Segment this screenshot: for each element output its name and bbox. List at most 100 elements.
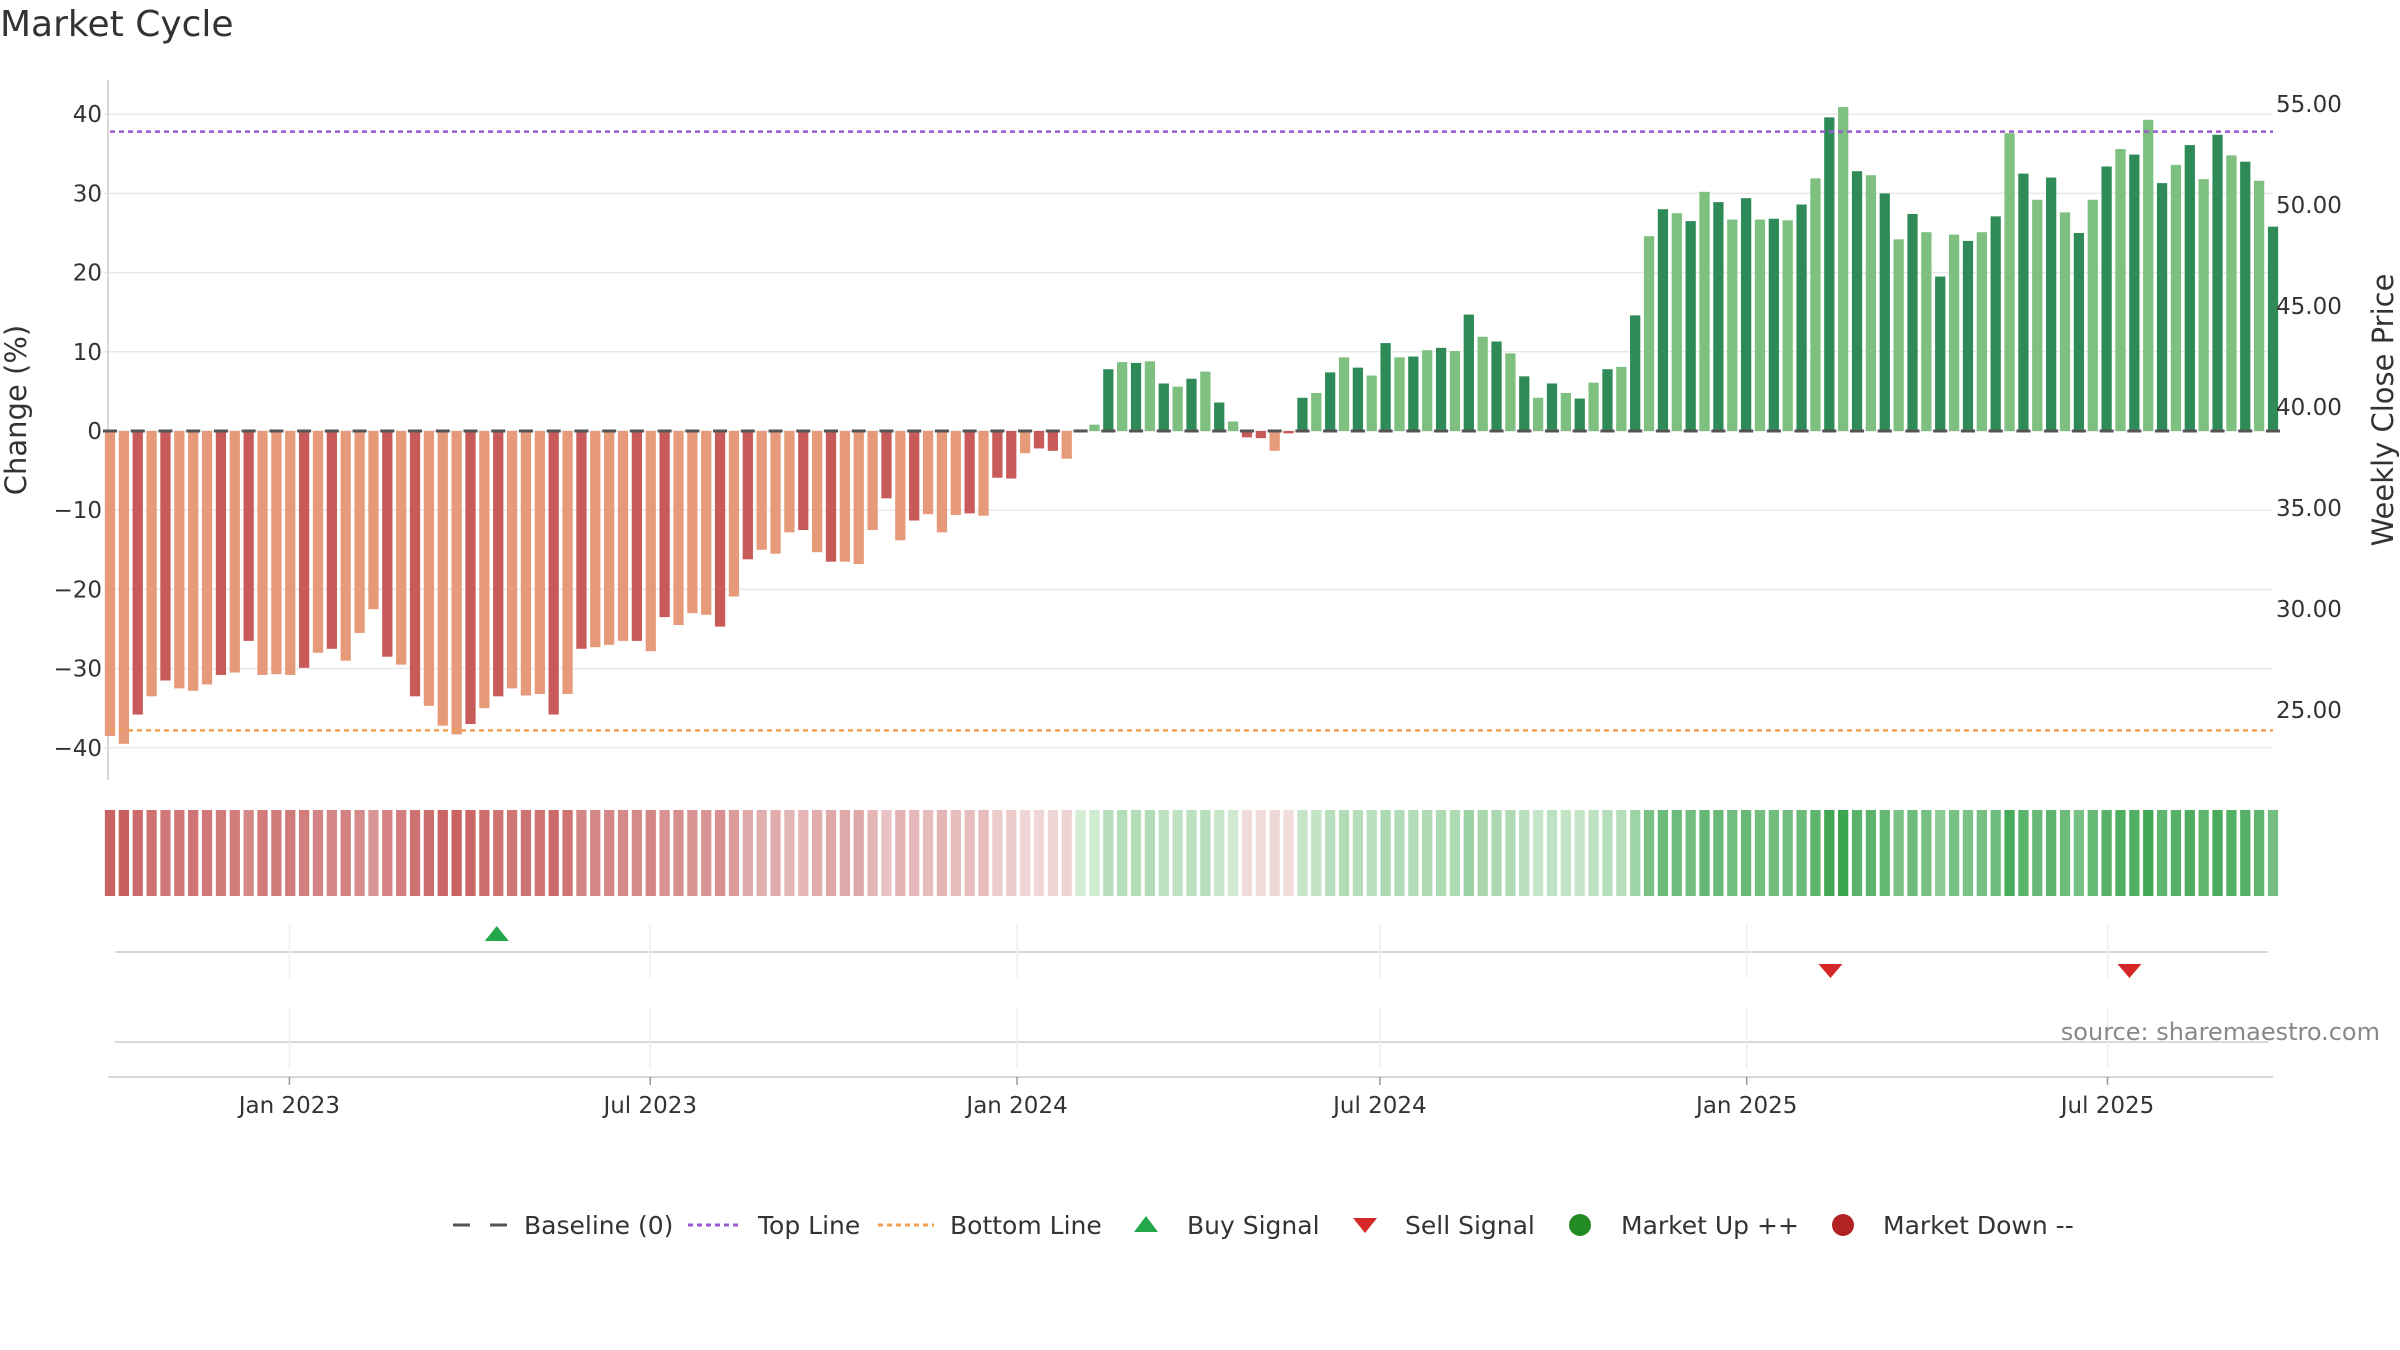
change-bar [2143, 119, 2154, 431]
change-bar [964, 431, 975, 514]
change-bar [1824, 117, 1835, 432]
change-bar [2018, 173, 2029, 431]
heat-cell [2129, 810, 2140, 896]
change-bar [1865, 175, 1877, 431]
heat-cell [922, 810, 934, 896]
change-bar [1768, 218, 1779, 431]
heat-cell [1380, 810, 1391, 896]
heat-cell [728, 810, 740, 896]
change-bar [174, 431, 185, 689]
change-bars [104, 107, 2279, 744]
heat-cell [867, 810, 878, 896]
heat-cell [132, 810, 143, 896]
heat-cell [1283, 810, 1294, 896]
heat-cell [354, 810, 365, 896]
change-bar [1976, 232, 1987, 431]
heat-cell [798, 810, 809, 896]
right-axis-title: Weekly Close Price [2366, 274, 2400, 547]
change-bar [2073, 233, 2085, 431]
heat-cell [909, 810, 920, 896]
heat-cell [1019, 810, 1031, 896]
heat-cell [756, 810, 767, 896]
heat-cell [257, 810, 268, 896]
heat-cell [1921, 810, 1932, 896]
change-bar [132, 431, 143, 715]
heat-cell [1089, 810, 1100, 896]
change-bar [1103, 369, 1114, 431]
heat-cell [1546, 810, 1558, 896]
change-bar [673, 431, 684, 626]
change-bar [1879, 193, 1890, 431]
x-tick-label: Jan 2024 [964, 1093, 1067, 1119]
change-bar [1796, 204, 1807, 431]
heat-cell [1200, 810, 1211, 896]
heat-cell [881, 810, 892, 896]
heat-cell [1325, 810, 1336, 896]
heat-cell [1657, 810, 1669, 896]
heat-cell [1643, 810, 1655, 896]
heat-cell [2184, 810, 2195, 896]
change-bar [2059, 212, 2071, 431]
change-bar [1325, 372, 1336, 431]
change-bar [215, 431, 227, 675]
legend-label-market-up: Market Up ++ [1621, 1211, 1799, 1240]
heat-cell [437, 810, 448, 896]
heat-cell [2254, 810, 2265, 896]
heat-cell [1394, 810, 1405, 896]
heat-cell [687, 810, 698, 896]
heat-cell [548, 810, 559, 896]
reference-lines [103, 130, 2280, 732]
heat-cell [1935, 810, 1946, 896]
change-bar [784, 431, 795, 533]
heat-cell [1616, 810, 1627, 896]
change-bar [1907, 213, 1918, 431]
heat-cell [479, 810, 490, 896]
change-bar [1297, 397, 1308, 431]
change-bar [2267, 226, 2279, 431]
change-bar [1311, 392, 1322, 431]
sell-signal-marker [1818, 964, 1843, 978]
change-bar [2184, 145, 2195, 431]
change-bar [825, 431, 837, 562]
heat-cell [326, 810, 337, 896]
change-bar [326, 431, 337, 649]
sell-signal-marker [2117, 964, 2142, 978]
change-bar [437, 431, 448, 726]
legend-label-sell: Sell Signal [1405, 1211, 1535, 1240]
heat-cell [174, 810, 185, 896]
change-bar [1477, 336, 1488, 431]
chart-title: Market Cycle [0, 4, 234, 45]
change-bar [2170, 164, 2182, 431]
heat-cell [201, 810, 213, 896]
change-bar [271, 431, 282, 675]
heat-cell [742, 810, 753, 896]
change-bar [1990, 216, 2001, 431]
change-bar [506, 431, 518, 689]
change-bar [2087, 199, 2098, 431]
legend-buy-icon [1134, 1216, 1158, 1232]
heat-cell [1352, 810, 1364, 896]
heat-cell [1782, 810, 1793, 896]
left-tick-label: −20 [53, 577, 102, 603]
right-tick-label: 45.00 [2276, 294, 2342, 320]
change-bar [340, 431, 351, 661]
heat-cell [298, 810, 310, 896]
heat-cell [312, 810, 324, 896]
heat-cell [146, 810, 157, 896]
change-bar [1574, 398, 1585, 431]
legend: Baseline (0) Top Line Bottom Line Buy Signa… [453, 1211, 2074, 1240]
change-bar [2226, 155, 2237, 431]
heat-cell [1796, 810, 1807, 896]
left-tick-label: 0 [87, 419, 102, 445]
heat-strip [104, 810, 2279, 896]
change-bar [493, 431, 504, 697]
change-bar [2004, 133, 2015, 431]
heat-cell [1477, 810, 1488, 896]
left-tick-label: 20 [73, 261, 102, 287]
change-bar [1546, 383, 1558, 431]
change-bar [1172, 386, 1183, 431]
heat-cell [2198, 810, 2209, 896]
heat-cell [2073, 810, 2085, 896]
change-bar [1463, 314, 1474, 431]
heat-cell [853, 810, 864, 896]
